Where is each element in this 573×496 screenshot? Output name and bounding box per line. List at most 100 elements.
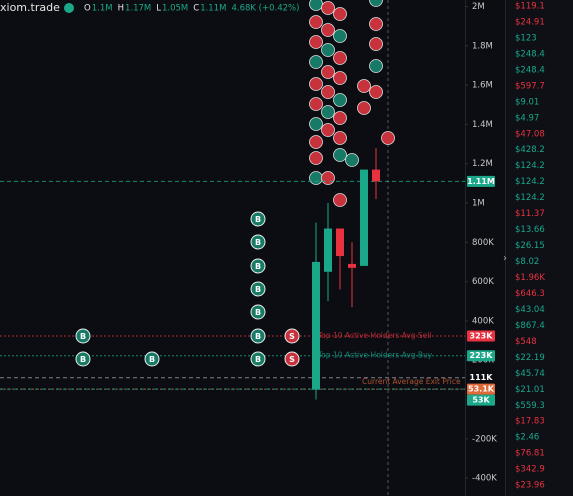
price-label: 53.1K <box>468 385 495 394</box>
avatar <box>369 17 383 31</box>
avatar <box>309 77 323 91</box>
avatar <box>309 15 323 29</box>
avatar <box>381 131 395 145</box>
trade-amount: $8.02 <box>515 257 539 267</box>
change: 4.68K (+0.42%) <box>231 4 299 14</box>
trade-marker <box>250 258 266 274</box>
avatar <box>333 193 347 207</box>
avatar <box>309 171 323 185</box>
ohlc-value: 1.17M <box>125 4 151 14</box>
price-label-box <box>467 383 495 395</box>
trade-amount: $23.96 <box>515 481 545 491</box>
trade-amount: $119.1 <box>515 2 545 12</box>
price-label: 223K <box>470 351 494 360</box>
avatar <box>333 93 347 107</box>
avatar <box>321 23 335 37</box>
ohlc-value: 1.05M <box>162 4 188 14</box>
trade-amount: $124.2 <box>515 161 545 171</box>
avatar <box>369 85 383 99</box>
trade-amount: $867.4 <box>515 321 545 331</box>
avatar <box>333 7 347 21</box>
price-line-text: Current Average Exit Price <box>362 377 461 386</box>
collapse-arrow[interactable]: › <box>503 253 507 264</box>
price-label-box <box>467 175 495 187</box>
trade-marker <box>75 351 91 367</box>
price-label-box <box>467 394 495 406</box>
avatar <box>345 153 359 167</box>
trade-amount: $9.01 <box>515 97 539 107</box>
trade-marker-label: B <box>255 355 261 364</box>
avatar <box>321 105 335 119</box>
price-line-text: Top 10 Active Holders Avg Buy <box>317 351 433 360</box>
candle-body <box>348 263 356 268</box>
candle-body <box>360 169 368 266</box>
avatar <box>321 85 335 99</box>
candle-body <box>336 228 344 257</box>
trade-marker <box>284 328 300 344</box>
avatar <box>309 55 323 69</box>
y-tick-label: 600K <box>472 277 494 287</box>
trade-amount: $646.3 <box>515 289 545 299</box>
avatar <box>309 151 323 165</box>
trade-marker <box>250 211 266 227</box>
avatar <box>309 135 323 149</box>
trade-amount: $2.46 <box>515 433 539 443</box>
trade-amount: $11.37 <box>515 209 545 219</box>
trade-amount: $47.08 <box>515 129 545 139</box>
trade-marker-label: S <box>289 355 295 364</box>
y-tick-label: 400K <box>472 316 494 326</box>
avatar <box>309 117 323 131</box>
avatar <box>369 59 383 73</box>
price-label: 53K <box>472 396 490 405</box>
status-icon <box>64 3 74 13</box>
trade-amount: $43.04 <box>515 305 545 315</box>
ohlc-key: C <box>193 4 199 14</box>
trade-marker <box>250 281 266 297</box>
trade-marker-label: B <box>80 332 86 341</box>
avatar <box>321 171 335 185</box>
avatar <box>333 71 347 85</box>
trade-marker-label: B <box>255 215 261 224</box>
avatar <box>321 1 335 15</box>
candle-body <box>324 228 332 272</box>
trade-marker <box>250 234 266 250</box>
candle-body <box>312 261 320 390</box>
avatar <box>333 29 347 43</box>
trade-marker-label: B <box>255 262 261 271</box>
y-tick-label: -200K <box>472 434 497 444</box>
trade-amount: $76.81 <box>515 449 545 459</box>
avatar <box>369 37 383 51</box>
avatar <box>333 111 347 125</box>
trade-marker-label: B <box>80 355 86 364</box>
trade-amount: $124.2 <box>515 193 545 203</box>
ohlc-legend: O 1.1M H 1.17M L 1.05M C 1.11M 4.68K (+0.42%) <box>84 4 299 14</box>
trade-amount: $4.97 <box>515 113 539 123</box>
trade-amount: $597.7 <box>515 81 545 91</box>
trade-marker <box>250 328 266 344</box>
avatar <box>309 0 323 11</box>
trades-panel <box>505 0 573 496</box>
trade-amount: $1.96K <box>515 273 545 283</box>
ohlc-key: L <box>156 4 161 14</box>
candle-body <box>372 169 380 182</box>
trade-marker-label: S <box>289 332 295 341</box>
trade-amount: $21.01 <box>515 385 545 395</box>
trade-amount: $13.66 <box>515 225 545 235</box>
trade-amount: $24.91 <box>515 17 545 27</box>
ohlc-value: 1.1M <box>92 4 113 14</box>
trade-marker-label: B <box>255 285 261 294</box>
trade-marker-label: B <box>149 355 155 364</box>
y-tick-label: 800K <box>472 238 494 248</box>
trade-amount: $22.19 <box>515 353 545 363</box>
ohlc-key: H <box>118 4 124 14</box>
trade-amount: $248.4 <box>515 65 545 75</box>
trade-marker <box>284 351 300 367</box>
trade-marker <box>250 304 266 320</box>
avatar <box>333 131 347 145</box>
trade-amount: $342.9 <box>515 465 545 475</box>
y-tick-label: 1.2M <box>472 159 493 169</box>
price-label-box <box>467 372 495 384</box>
avatar <box>333 51 347 65</box>
ohlc-value: 1.11M <box>200 4 226 14</box>
